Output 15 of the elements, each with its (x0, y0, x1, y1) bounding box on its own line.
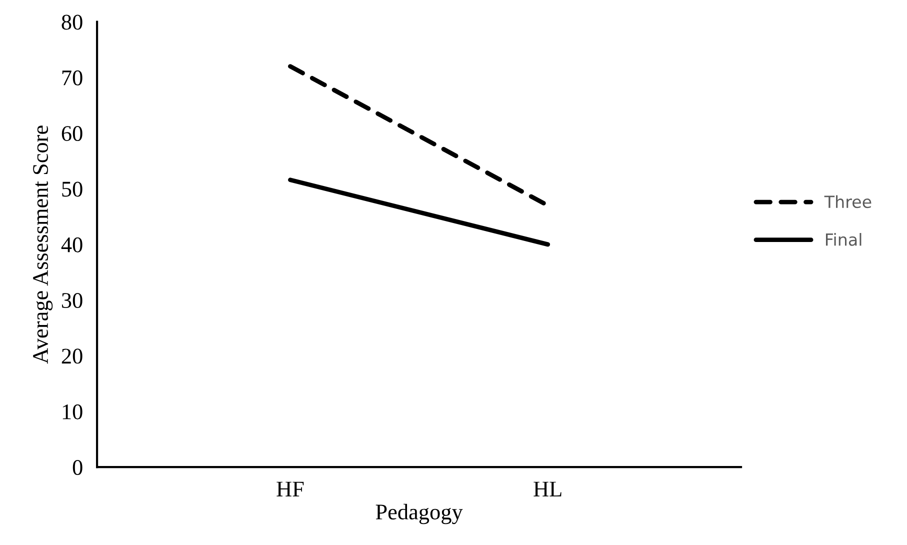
y-tick-label: 70 (62, 70, 82, 86)
y-tick-label: 40 (61, 237, 82, 252)
y-axis-title: Average Assessment Score (33, 126, 53, 364)
y-tick-label: 80 (62, 14, 82, 30)
x-tick-label: HF (276, 482, 304, 496)
y-tick-label: 50 (62, 182, 82, 197)
y-tick-label: 20 (62, 348, 82, 364)
x-axis-title: Pedagogy (376, 504, 463, 524)
y-tick-label: 10 (62, 404, 82, 420)
legend-label: Final (826, 233, 862, 246)
y-tick-label: 0 (72, 460, 82, 475)
y-tick-label: 30 (62, 293, 82, 308)
x-tick-label: HL (534, 482, 562, 496)
legend-label: Three (824, 195, 872, 208)
y-tick-label: 60 (62, 126, 82, 142)
